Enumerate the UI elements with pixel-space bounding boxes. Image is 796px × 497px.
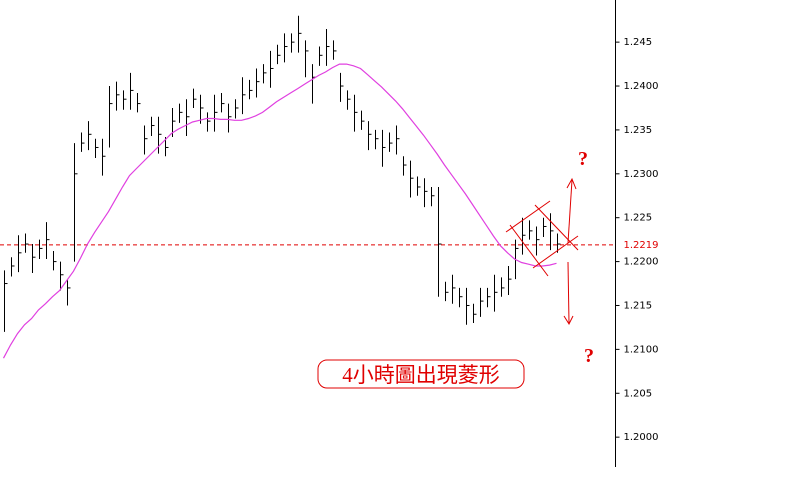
y-tick-label: 1.2300 xyxy=(624,169,659,180)
y-tick-label: 1.2100 xyxy=(624,344,659,355)
moving-average xyxy=(2,63,557,359)
diamond xyxy=(505,200,579,277)
y-tick-label: 1.225 xyxy=(624,213,653,224)
y-tick-label: 1.2200 xyxy=(624,257,659,268)
y-tick-label: 1.235 xyxy=(624,125,653,136)
current-price-label: 1.2219 xyxy=(624,240,659,251)
y-tick-label: 1.245 xyxy=(624,37,653,48)
note-box xyxy=(317,359,525,389)
note-text: 4小時圖出現菱形 xyxy=(342,363,500,387)
y-tick-label: 1.2400 xyxy=(624,81,659,92)
y-tick-label: 1.2000 xyxy=(624,432,659,443)
y-tick-label: 1.205 xyxy=(624,388,653,399)
y-tick-label: 1.215 xyxy=(624,300,653,311)
question-up: ? xyxy=(578,148,588,170)
question-down: ? xyxy=(584,345,594,367)
arrows xyxy=(563,177,577,326)
